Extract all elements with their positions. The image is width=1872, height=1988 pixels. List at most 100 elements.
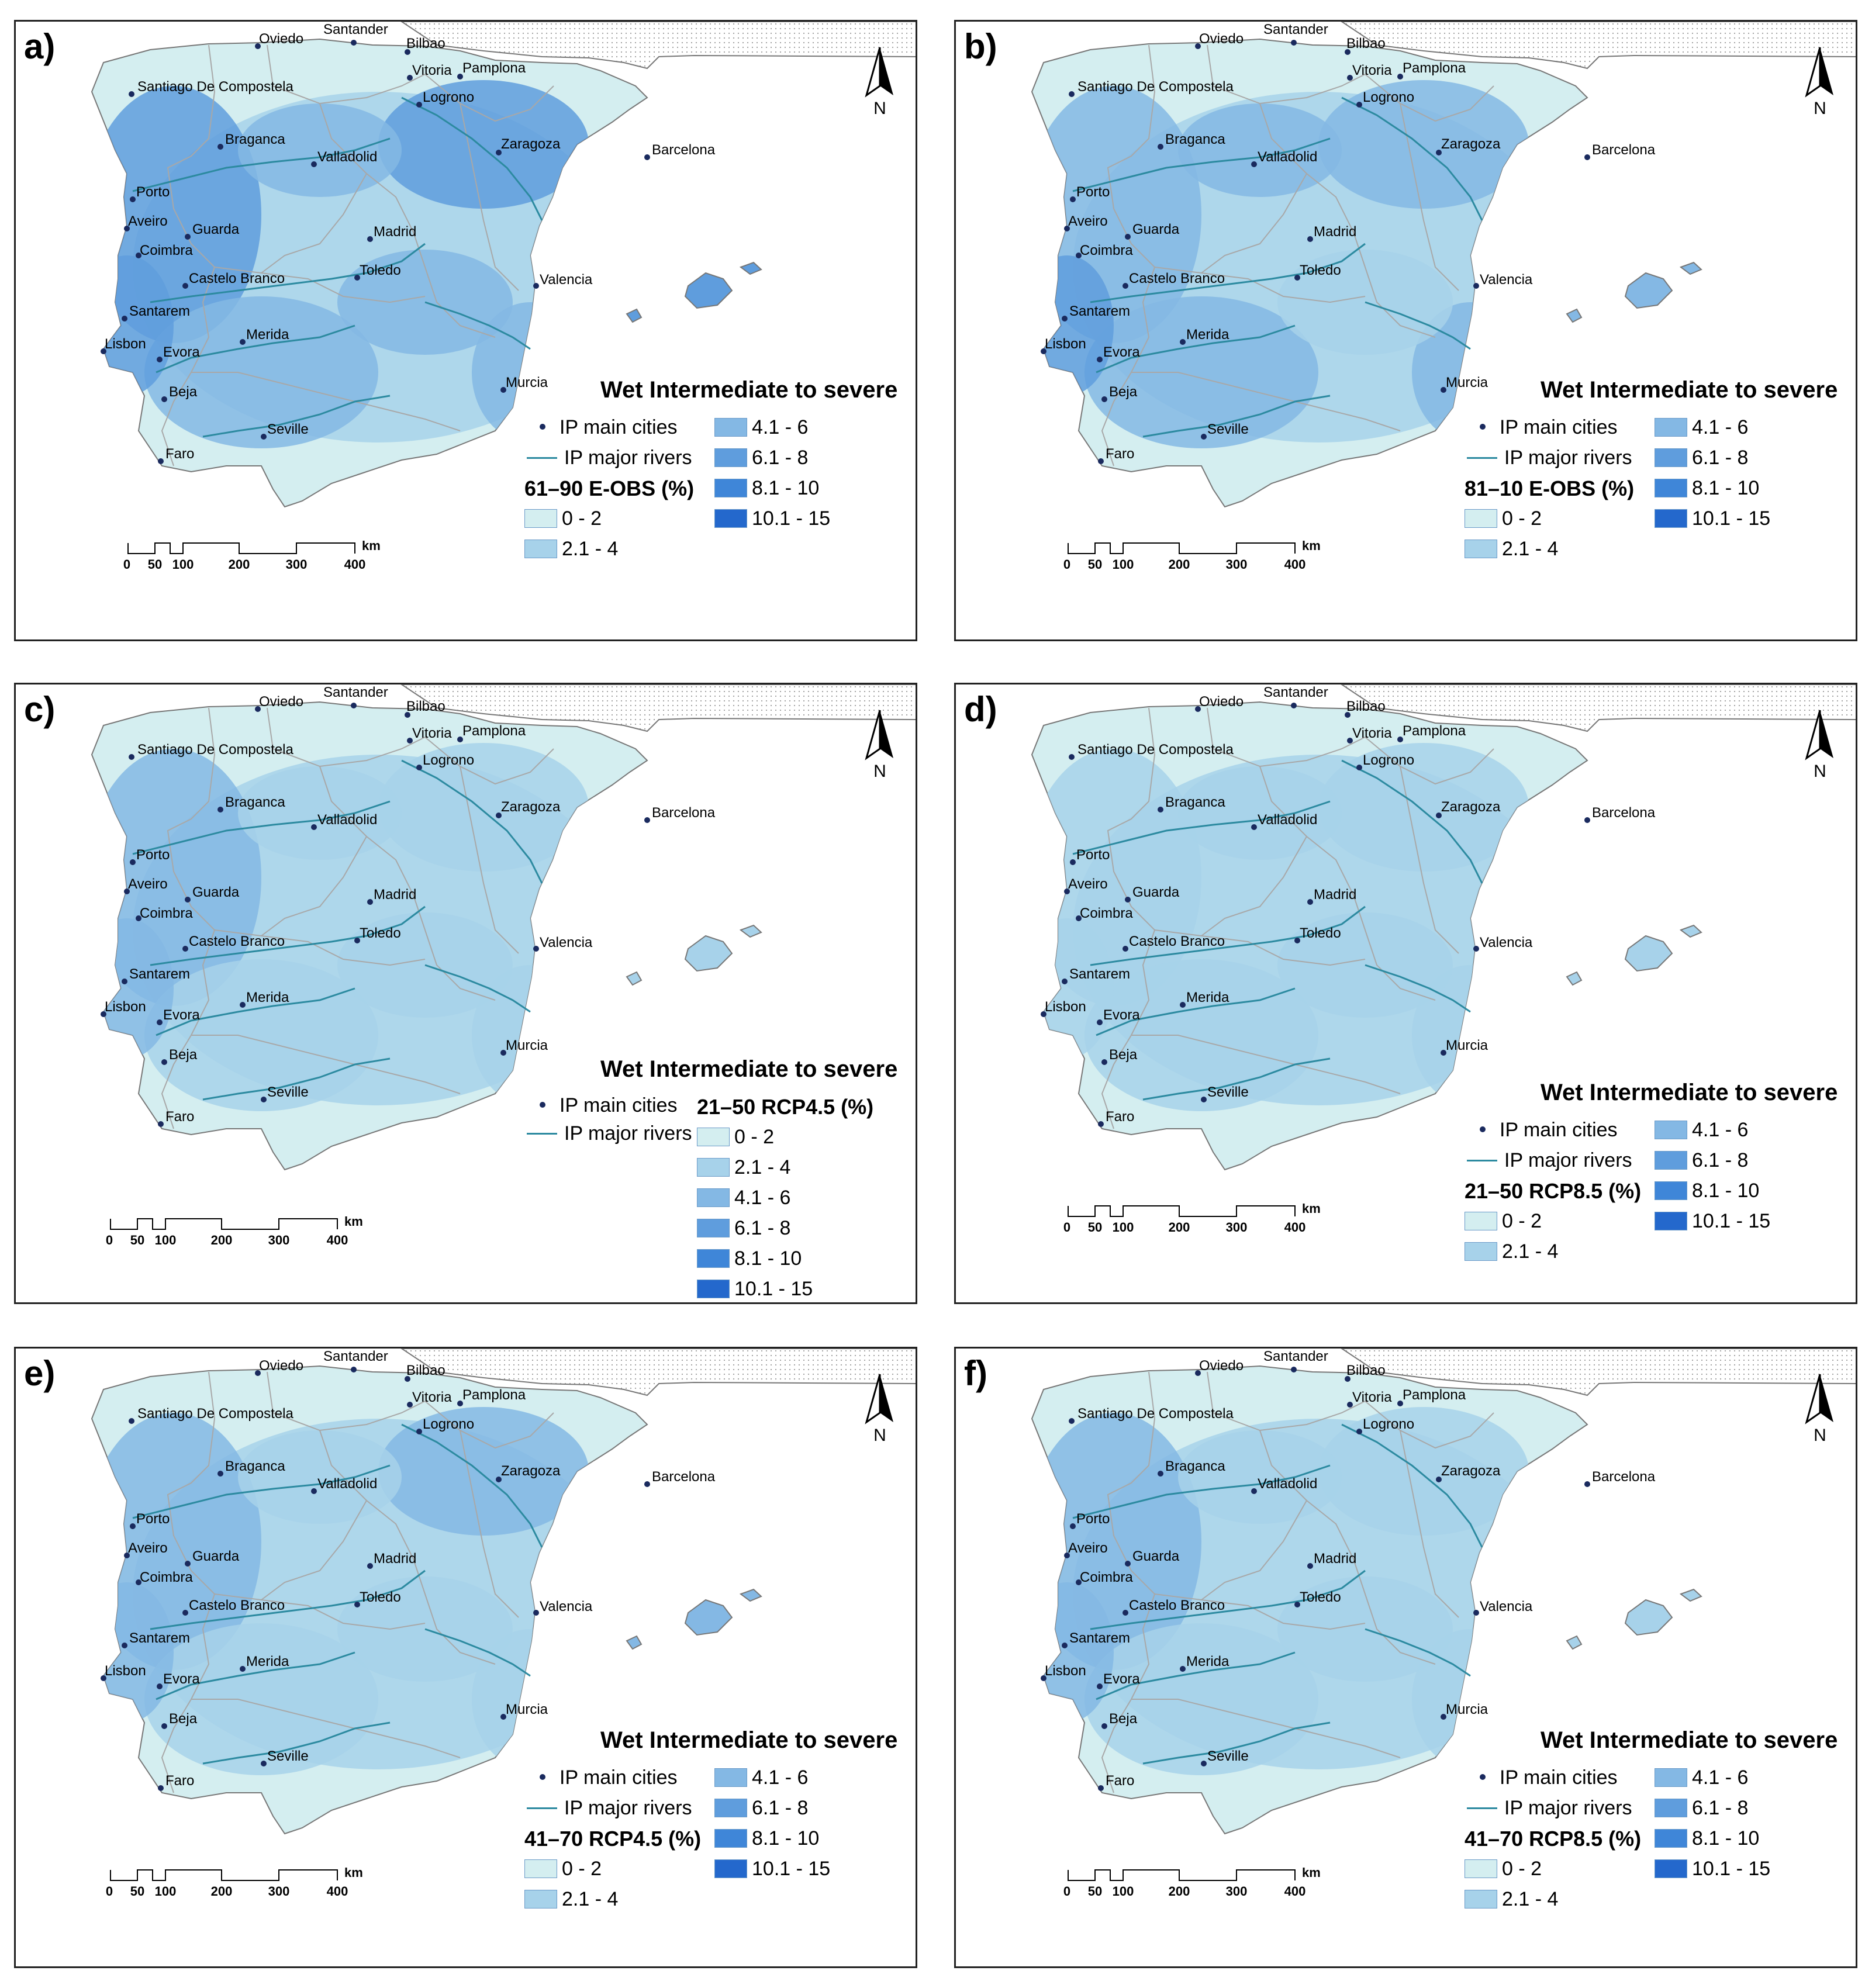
- legend-class-row: 6.1 - 8: [714, 1795, 808, 1821]
- city-marker: [1356, 102, 1362, 108]
- city-marker: [1307, 1563, 1313, 1569]
- region-border: [161, 44, 216, 466]
- city-marker: [124, 888, 130, 894]
- city-marker: [1441, 1050, 1446, 1056]
- region-border: [1154, 929, 1366, 966]
- legend-text: 4.1 - 6: [752, 1766, 809, 1789]
- city-label: Faro: [165, 1773, 195, 1789]
- city-label: Barcelona: [1592, 1469, 1656, 1485]
- city-marker: [217, 807, 223, 813]
- city-marker: [101, 1011, 106, 1017]
- legend-period: 21–50 RCP4.5 (%): [697, 1095, 874, 1119]
- scale-tick-label: 50: [1087, 1884, 1103, 1899]
- legend-class-row: 4.1 - 6: [714, 414, 808, 440]
- city-marker: [182, 1610, 188, 1616]
- shading-region: [1178, 766, 1342, 860]
- city-label: Evora: [1103, 1671, 1140, 1687]
- city-marker: [1070, 859, 1076, 865]
- city-label: Santarem: [1069, 303, 1131, 319]
- balearic-island: [626, 1635, 643, 1650]
- city-label: Murcia: [1446, 1038, 1488, 1053]
- city-marker: [1069, 754, 1075, 760]
- city-dot-icon: [1470, 1121, 1494, 1139]
- city-marker: [1345, 49, 1351, 55]
- city-label: Oviedo: [259, 694, 304, 710]
- france-area: [400, 684, 916, 732]
- city-label: Oviedo: [1199, 694, 1244, 710]
- city-marker: [1307, 236, 1313, 242]
- city-marker: [416, 102, 422, 108]
- city-label: Porto: [136, 184, 170, 200]
- city-label: Merida: [246, 327, 289, 343]
- city-label: Seville: [1207, 421, 1249, 437]
- city-marker: [185, 1561, 191, 1567]
- river: [1096, 1651, 1296, 1700]
- city-marker: [1101, 396, 1107, 402]
- legend-swatch: [714, 1859, 747, 1878]
- city-label: Murcia: [506, 375, 548, 390]
- city-marker: [1097, 1683, 1103, 1689]
- region-border: [1365, 74, 1494, 122]
- city-marker: [240, 339, 246, 345]
- north-arrow-icon: N: [1800, 708, 1840, 784]
- scale-tick-label: 200: [1168, 557, 1190, 572]
- city-marker: [354, 938, 360, 943]
- city-label: Coimbra: [1080, 1569, 1133, 1585]
- city-marker: [1291, 1367, 1297, 1372]
- city-label: Valencia: [540, 272, 593, 288]
- map-panel: Oviedo Santander Bilbao Vitoria Pamplona Sant…: [954, 1347, 1857, 1968]
- river: [150, 1569, 426, 1630]
- city-marker: [1473, 283, 1479, 289]
- city-marker: [367, 1563, 373, 1569]
- balearic-island: [1566, 1635, 1583, 1650]
- city-label: Lisbon: [1045, 999, 1086, 1015]
- city-label: Madrid: [1314, 887, 1357, 903]
- legend-class-row: 2.1 - 4: [697, 1154, 790, 1180]
- river: [424, 964, 531, 1013]
- legend-text: 6.1 - 8: [752, 446, 809, 469]
- river: [1090, 1569, 1366, 1630]
- region-border: [1201, 173, 1307, 274]
- legend-text: 4.1 - 6: [1692, 1118, 1749, 1141]
- city-label: Evora: [163, 1007, 200, 1023]
- legend-rivers-row: IP major rivers: [1465, 1795, 1632, 1821]
- city-label: Coimbra: [140, 905, 193, 921]
- city-marker: [533, 1610, 539, 1616]
- city-label: Aveiro: [1068, 213, 1108, 229]
- city-marker: [136, 253, 141, 258]
- city-label: Valladolid: [1258, 812, 1318, 828]
- river: [1072, 800, 1331, 855]
- legend-text: IP main cities: [1500, 1766, 1618, 1789]
- region-border: [460, 103, 519, 291]
- city-label: Barcelona: [652, 805, 716, 821]
- city-marker: [1180, 339, 1186, 345]
- legend-title: Wet Intermediate to severe: [600, 377, 898, 403]
- city-label: Valladolid: [317, 812, 378, 828]
- city-marker: [255, 1370, 261, 1376]
- city-label: Evora: [1103, 344, 1140, 360]
- river: [424, 1628, 531, 1677]
- city-label: Porto: [1076, 184, 1110, 200]
- north-arrow-icon: N: [859, 1372, 900, 1448]
- city-label: Faro: [1106, 1109, 1135, 1125]
- region-border: [1154, 267, 1366, 303]
- legend-class-row: 2.1 - 4: [524, 1886, 618, 1912]
- scale-tick-label: 400: [344, 557, 366, 572]
- city-marker: [1397, 1401, 1403, 1406]
- legend-text: IP major rivers: [564, 446, 692, 469]
- river: [150, 243, 426, 303]
- city-label: Seville: [1207, 1748, 1249, 1764]
- region-border: [460, 766, 519, 954]
- balearic-island: [684, 272, 733, 309]
- city-marker: [311, 824, 317, 830]
- city-marker: [644, 817, 650, 823]
- river: [1365, 1628, 1471, 1677]
- city-label: Beja: [169, 1047, 198, 1063]
- city-label: Porto: [136, 847, 170, 863]
- city-marker: [1076, 915, 1082, 921]
- city-label: Castelo Branco: [189, 1598, 285, 1613]
- city-marker: [1201, 1761, 1207, 1766]
- city-marker: [1098, 458, 1104, 464]
- legend-text: IP main cities: [559, 416, 678, 438]
- river: [1365, 964, 1471, 1013]
